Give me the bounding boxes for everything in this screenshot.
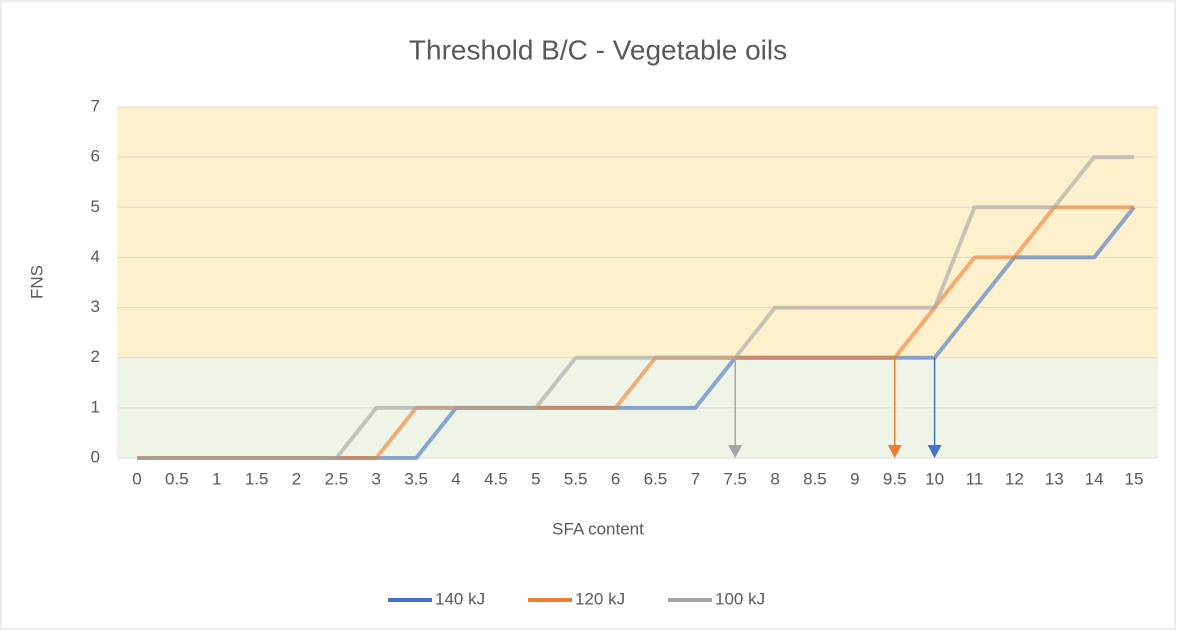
marks: [137, 155, 1136, 460]
background-band: [117, 107, 1158, 358]
x-tick-label: 0.5: [165, 469, 189, 488]
x-tick-label: 9.5: [883, 469, 907, 488]
y-tick-label: 0: [91, 447, 100, 466]
x-tick-label: 8.5: [803, 469, 827, 488]
y-tick-label: 1: [91, 397, 100, 416]
x-tick-label: 0: [132, 469, 141, 488]
arrow-head: [927, 445, 942, 458]
x-tick-label: 12: [1005, 469, 1024, 488]
y-tick-label: 6: [91, 147, 100, 166]
x-tick-label: 5: [531, 469, 540, 488]
x-tick-label: 6: [611, 469, 620, 488]
x-tick-label: 9: [850, 469, 859, 488]
x-tick-label: 2: [292, 469, 301, 488]
x-tick-label: 11: [966, 469, 984, 488]
y-tick-label: 7: [91, 96, 100, 115]
x-tick-label: 2.5: [325, 469, 349, 488]
x-tick-label: 4: [451, 469, 460, 488]
y-tick-label: 3: [91, 297, 100, 316]
x-tick-label: 1.5: [245, 469, 269, 488]
x-tick-label: 3.5: [404, 469, 428, 488]
x-tick-label: 8: [770, 469, 779, 488]
x-tick-label: 7.5: [723, 469, 747, 488]
series-line: [137, 155, 1134, 460]
chart-title: Threshold B/C - Vegetable oils: [409, 34, 787, 65]
x-axis-title: SFA content: [552, 519, 644, 538]
y-tick-label: 5: [91, 197, 100, 216]
x-tick-label: 15: [1125, 469, 1144, 488]
x-tick-label: 5.5: [564, 469, 588, 488]
y-tick-label: 2: [91, 347, 100, 366]
x-tick-label: 13: [1045, 469, 1064, 488]
legend-label: 120 kJ: [575, 589, 625, 608]
bands: [117, 107, 1158, 458]
x-tick-label: 1: [212, 469, 221, 488]
y-axis-title: FNS: [27, 265, 46, 299]
legend-label: 140 kJ: [435, 589, 485, 608]
x-tick-label: 10: [925, 469, 944, 488]
x-tick-label: 7: [691, 469, 700, 488]
x-tick-label: 4.5: [484, 469, 508, 488]
x-tick-label: 3: [372, 469, 381, 488]
arrow-head: [887, 445, 902, 458]
y-tick-label: 4: [91, 247, 100, 266]
x-tick-label: 14: [1085, 469, 1104, 488]
arrow-head: [728, 445, 743, 458]
x-tick-label: 6.5: [644, 469, 668, 488]
legend-label: 100 kJ: [715, 589, 765, 608]
